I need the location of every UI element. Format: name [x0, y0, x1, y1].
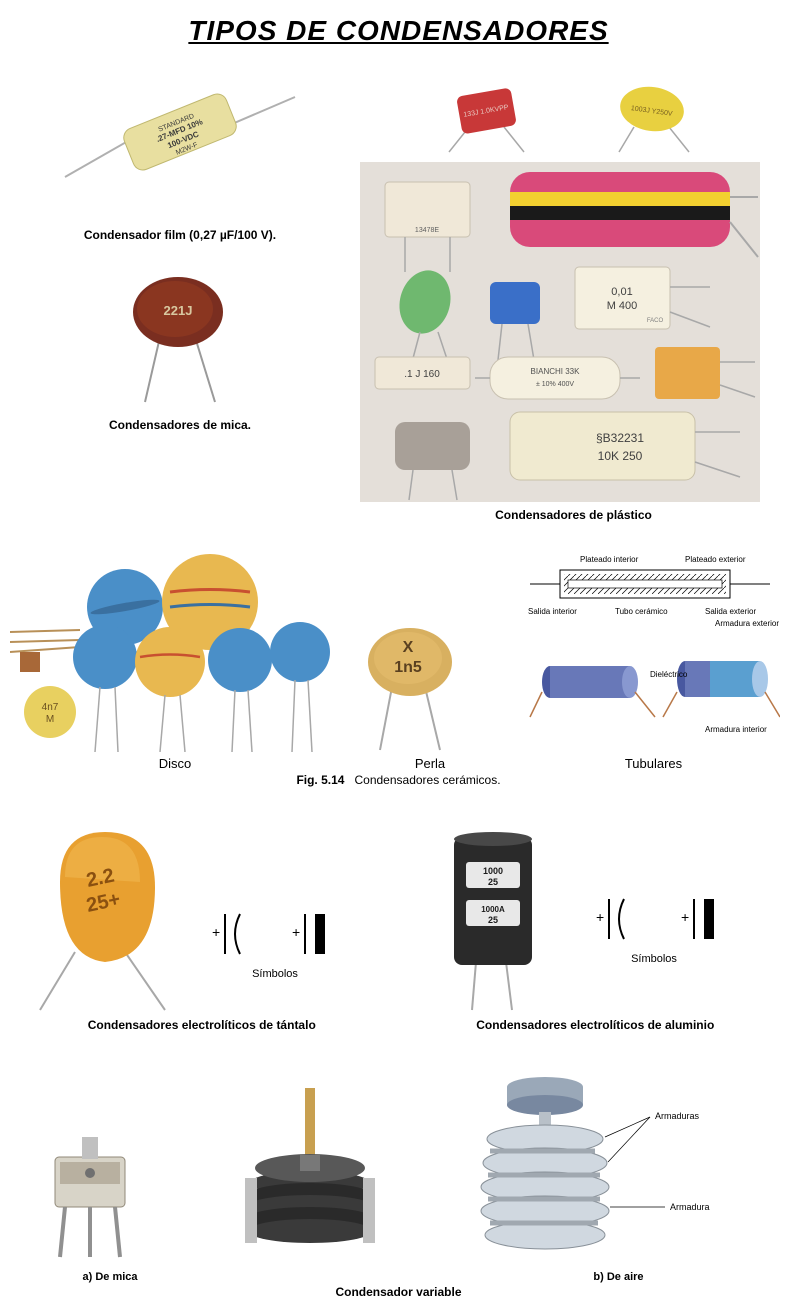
variable-main-caption: Condensador variable	[10, 1285, 787, 1299]
svg-text:FACO: FACO	[647, 318, 664, 324]
svg-text:M: M	[46, 714, 54, 725]
perla-label: Perla	[340, 756, 520, 771]
svg-text:25: 25	[487, 877, 497, 887]
variable-aire-label: b) De aire	[450, 1271, 787, 1283]
aluminio-figure: 1000 25 1000A 25 + + Símbolos Condensado…	[404, 822, 788, 1032]
aluminio-icon: 1000 25 1000A 25 + + Símbolos	[404, 822, 764, 1012]
ceramic-tubular-figure: Plateado interior Plateado exterior Sali…	[520, 552, 787, 752]
ceramic-disco-figure: 4n7 M	[10, 552, 340, 752]
ceramic-labels-row: Disco Perla Tubulares	[10, 756, 787, 771]
svg-text:± 10% 400V: ± 10% 400V	[536, 381, 574, 388]
plastic-top-figure: 133J 1.0KVPP 1003J Y250V	[360, 72, 787, 162]
svg-text:Armadura: Armadura	[670, 1202, 710, 1212]
aluminio-caption: Condensadores electrolíticos de aluminio	[404, 1018, 788, 1032]
ceramic-disco-icon: 4n7 M	[10, 552, 340, 752]
tubulares-label: Tubulares	[520, 756, 787, 771]
svg-text:Dieléctrico: Dieléctrico	[650, 670, 688, 679]
plastic-grid-figure: 13478E	[360, 162, 787, 502]
variable-mica-icon	[10, 1097, 170, 1267]
svg-text:+: +	[681, 909, 689, 925]
variable-mica-figure: a) De mica	[10, 1097, 210, 1283]
ceramic-perla-icon: X 1n5	[340, 552, 480, 752]
svg-text:Plateado exterior: Plateado exterior	[685, 555, 746, 564]
tantalo-figure: 2.2 25+ + + Símbolos Condensadores elect…	[10, 822, 394, 1032]
disco-label: Disco	[10, 756, 340, 771]
ceramic-section: 4n7 M X 1n5	[10, 552, 787, 787]
svg-text:25: 25	[487, 915, 497, 925]
tantalo-icon: 2.2 25+ + + Símbolos	[10, 822, 370, 1012]
tubular-diagram-icon: Plateado interior Plateado exterior Sali…	[520, 552, 780, 752]
svg-text:Símbolos: Símbolos	[252, 968, 298, 980]
ceramic-fig-caption: Fig. 5.14 Condensadores cerámicos.	[10, 773, 787, 787]
svg-text:Armadura interior: Armadura interior	[705, 725, 767, 734]
plastic-yellow-icon: 1003J Y250V	[594, 77, 714, 157]
variable-air-photo-icon	[210, 1083, 410, 1283]
variable-air-diagram-icon: Armaduras Armadura	[450, 1067, 750, 1267]
svg-text:Armaduras: Armaduras	[655, 1111, 700, 1121]
svg-text:4n7: 4n7	[42, 702, 59, 713]
svg-text:1000A: 1000A	[481, 905, 505, 914]
mica-caption: Condensadores de mica.	[10, 418, 350, 432]
svg-text:+: +	[292, 924, 300, 940]
svg-text:X: X	[403, 639, 414, 656]
variable-mica-label: a) De mica	[10, 1271, 210, 1283]
variable-air-diagram-figure: Armaduras Armadura b) De aire	[450, 1067, 787, 1283]
plastic-grid-icon: 13478E	[360, 162, 760, 502]
ceramic-perla-figure: X 1n5	[340, 552, 520, 752]
mica-capacitor-icon: 221J	[100, 267, 260, 407]
tantalo-caption: Condensadores electrolíticos de tántalo	[10, 1018, 394, 1032]
variable-air-photo-figure	[210, 1083, 450, 1283]
row-1: STANDARD .27-MFD 10% 100-VDC M2W-F Conde…	[10, 72, 787, 522]
svg-text:Armadura exterior: Armadura exterior	[715, 619, 779, 628]
svg-text:221J: 221J	[164, 303, 193, 318]
variable-section: a) De mica	[10, 1067, 787, 1299]
svg-text:Plateado interior: Plateado interior	[580, 555, 639, 564]
svg-text:Salida interior: Salida interior	[528, 607, 577, 616]
page-title: TIPOS DE CONDENSADORES	[10, 15, 787, 47]
svg-text:1n5: 1n5	[394, 659, 422, 676]
svg-text:+: +	[212, 924, 220, 940]
svg-text:1000: 1000	[482, 866, 502, 876]
svg-text:Símbolos: Símbolos	[631, 953, 677, 965]
film-caption: Condensador film (0,27 µF/100 V).	[10, 228, 350, 242]
svg-text:M 400: M 400	[607, 300, 638, 312]
svg-text:BIANCHI 33K: BIANCHI 33K	[531, 367, 581, 376]
svg-text:Tubo cerámico: Tubo cerámico	[615, 607, 668, 616]
mica-capacitor-figure: 221J	[10, 262, 350, 412]
plastic-red-icon: 133J 1.0KVPP	[434, 77, 554, 157]
svg-text:.1 J 160: .1 J 160	[404, 369, 440, 380]
plastic-caption: Condensadores de plástico	[360, 508, 787, 522]
film-capacitor-figure: STANDARD .27-MFD 10% 100-VDC M2W-F	[10, 72, 350, 222]
svg-text:0,01: 0,01	[611, 286, 632, 298]
film-capacitor-icon: STANDARD .27-MFD 10% 100-VDC M2W-F	[50, 82, 310, 212]
svg-text:§B32231: §B32231	[596, 431, 644, 445]
svg-text:+: +	[596, 909, 604, 925]
svg-text:Salida exterior: Salida exterior	[705, 607, 756, 616]
svg-text:10K 250: 10K 250	[598, 449, 643, 463]
svg-text:13478E: 13478E	[415, 227, 439, 234]
electrolytic-section: 2.2 25+ + + Símbolos Condensadores elect…	[10, 822, 787, 1032]
